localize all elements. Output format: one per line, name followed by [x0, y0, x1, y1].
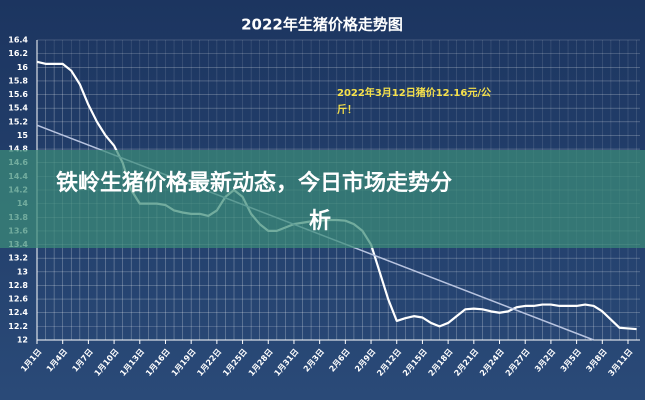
overlay-banner [0, 150, 645, 248]
annotation: 斤！ [337, 103, 357, 116]
overlay-title: 析 [309, 209, 331, 234]
y-tick-label: 12.2 [8, 322, 28, 331]
y-tick-label: 12.8 [8, 281, 28, 290]
y-tick-label: 13.2 [8, 254, 28, 263]
y-tick-label: 16.4 [8, 36, 28, 45]
y-tick-label: 15 [17, 131, 29, 140]
y-tick-label: 15.2 [8, 117, 28, 126]
y-tick-label: 16 [17, 63, 29, 72]
annotation: 2022年3月12日猪价12.16元/公 [337, 86, 491, 99]
y-tick-label: 16.2 [8, 49, 28, 58]
overlay-title: 铁岭生猪价格最新动态，今日市场走势分 [56, 170, 452, 196]
y-tick-label: 15.6 [8, 90, 28, 99]
chart-title: 2022年生猪价格走势图 [241, 16, 403, 34]
y-tick-label: 12.6 [8, 295, 28, 304]
y-tick-label: 14.8 [8, 145, 28, 154]
y-tick-label: 15.4 [8, 104, 28, 113]
y-tick-label: 13 [17, 267, 28, 276]
y-tick-label: 12.4 [8, 308, 28, 317]
y-tick-label: 12 [17, 336, 28, 345]
y-tick-label: 15.8 [8, 76, 28, 85]
